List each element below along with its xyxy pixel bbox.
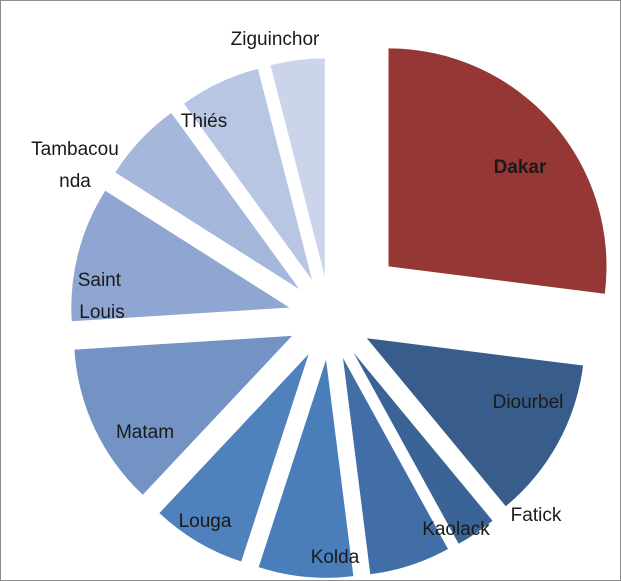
pie-slice [74, 335, 292, 495]
slice-label: Fatick [511, 505, 562, 526]
label-line: nda [59, 171, 91, 192]
label-line: Tambacou [31, 139, 119, 160]
slice-label: Thiés [181, 111, 227, 132]
slice-label: Tambacou nda [31, 139, 119, 192]
pie-slice [183, 68, 313, 280]
pie-slice [388, 48, 607, 294]
slice-label: Louga [179, 511, 232, 532]
slice-label: Ziguinchor [231, 29, 320, 50]
slice-label: Kaolack [422, 519, 490, 540]
pie-slice [366, 338, 584, 507]
pie-slice [115, 112, 300, 290]
label-line: Saint [78, 270, 127, 291]
pie-slice [342, 357, 449, 575]
slice-label: Matam [116, 422, 174, 443]
slice-label: Kolda [311, 547, 360, 568]
slice-label: Saint Louis [78, 270, 127, 323]
pie-slice [159, 354, 309, 562]
pie-slice [71, 190, 290, 322]
pie-slice [258, 359, 354, 578]
pie-slice [270, 58, 325, 277]
pie-slice [353, 352, 493, 544]
label-line: Louis [79, 302, 124, 323]
slice-label: Diourbel [493, 392, 564, 413]
slice-label: Dakar [494, 157, 547, 178]
